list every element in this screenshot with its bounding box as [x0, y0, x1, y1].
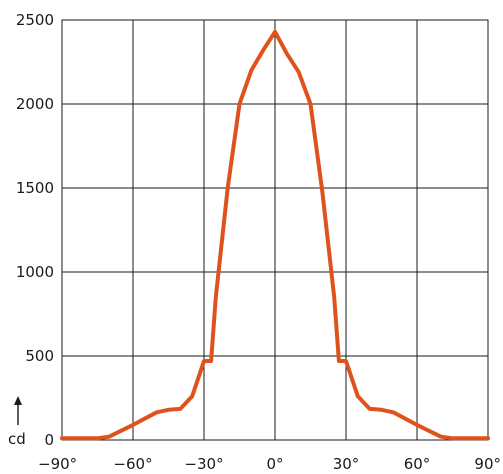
y-tick-label: 500	[25, 347, 54, 365]
y-tick-label: 0	[44, 431, 54, 449]
y-tick-label: 1000	[16, 263, 54, 281]
y-tick-label: 2000	[16, 95, 54, 113]
x-tick-label: 60°	[404, 455, 431, 473]
series-line	[60, 29, 490, 441]
x-tick-label: 0°	[266, 455, 283, 473]
x-tick-label: 90°	[474, 455, 501, 473]
y-axis-label: cd	[8, 430, 26, 448]
y-tick-label: 1500	[16, 179, 54, 197]
series-layer	[60, 29, 490, 441]
plot-frame	[61, 19, 489, 441]
grid	[61, 19, 489, 441]
x-tick-label: 30°	[333, 455, 360, 473]
x-tick-label: −90°	[38, 455, 77, 473]
x-tick-label: −30°	[184, 455, 223, 473]
arrow-head-icon	[14, 396, 22, 405]
y-tick-label: 2500	[16, 11, 54, 29]
y-axis-unit: cd	[8, 396, 26, 448]
y-tick-labels: 0 500 1000 1500 2000 2500	[16, 11, 54, 449]
x-tick-labels: −90° −60° −30° 0° 30° 60° 90°	[38, 455, 501, 473]
x-tick-label: −60°	[113, 455, 152, 473]
